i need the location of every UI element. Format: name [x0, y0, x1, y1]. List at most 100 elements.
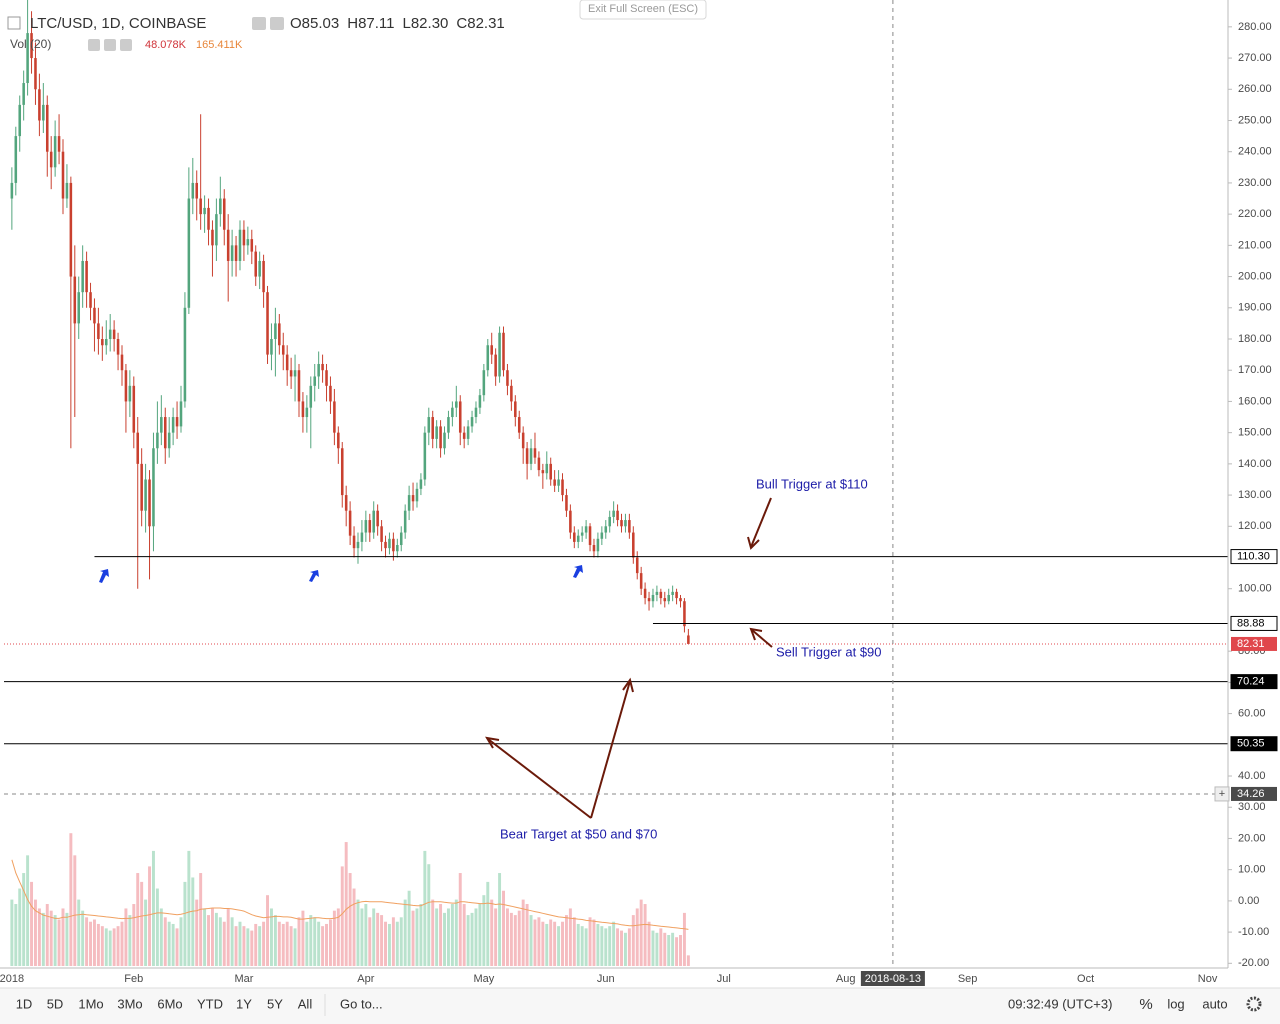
candle-body — [97, 323, 100, 340]
candle-body — [211, 229, 214, 246]
arrow — [751, 629, 773, 648]
range-button[interactable]: 1D — [16, 996, 33, 1011]
candle-body — [313, 376, 316, 386]
volume-bar — [348, 873, 352, 966]
candle-body — [108, 329, 112, 340]
range-button[interactable]: 1Mo — [78, 996, 103, 1011]
volume-bar — [620, 930, 623, 966]
volume-bar — [568, 908, 572, 966]
volume-bar — [494, 908, 498, 966]
candle-body — [510, 385, 513, 402]
volume-bar — [356, 899, 360, 966]
legend-button[interactable] — [252, 17, 266, 30]
candle-body — [368, 520, 372, 533]
candle-body — [344, 495, 348, 511]
volume-bar — [474, 908, 478, 966]
crosshair-date-box — [860, 971, 925, 986]
candle-body — [112, 329, 116, 340]
ohlc-key: H — [347, 15, 358, 32]
candle-body — [53, 136, 57, 168]
candle-body — [230, 245, 234, 261]
volume-bar — [41, 912, 45, 966]
range-button[interactable]: 6Mo — [157, 996, 182, 1011]
candle-body — [529, 448, 533, 464]
volume-bar — [631, 915, 635, 966]
range-button[interactable]: YTD — [197, 996, 223, 1011]
candle-body — [411, 495, 415, 502]
ohlc-value: 82.30 — [411, 15, 449, 32]
candle-body — [600, 532, 604, 539]
volume-bar — [545, 923, 549, 966]
blue-arrow — [573, 565, 583, 578]
x-tick-label: Feb — [124, 973, 143, 985]
crosshair-plus: + — [1219, 788, 1225, 800]
candle-body — [545, 463, 549, 474]
y-tick-label: 140.00 — [1238, 458, 1272, 470]
candle-body — [541, 470, 545, 474]
candle-body — [93, 307, 96, 324]
range-button[interactable]: 1Y — [236, 996, 252, 1011]
x-tick-label: Apr — [357, 973, 374, 985]
legend-button[interactable] — [88, 39, 100, 51]
volume-bar — [502, 890, 505, 966]
auto-toggle[interactable]: auto — [1202, 996, 1227, 1011]
candle-body — [18, 104, 22, 137]
volume-bar — [61, 908, 65, 966]
volume-bar — [246, 928, 250, 966]
range-button[interactable]: 5Y — [267, 996, 283, 1011]
candle-body — [26, 33, 29, 84]
volume-bar — [207, 915, 210, 966]
log-toggle[interactable]: log — [1167, 996, 1184, 1011]
candle-body — [293, 370, 297, 377]
volume-bar — [439, 904, 443, 966]
volume-bar — [332, 910, 336, 966]
legend-button[interactable] — [120, 39, 132, 51]
candle-body — [191, 182, 195, 199]
volume-bar — [600, 926, 604, 966]
goto-button[interactable]: Go to... — [340, 996, 383, 1011]
volume-bar — [96, 923, 100, 966]
blue-arrow — [309, 570, 319, 582]
volume-bar — [222, 921, 226, 966]
exit-fullscreen-label[interactable]: Exit Full Screen (ESC) — [588, 3, 698, 15]
y-tick-label: 200.00 — [1238, 270, 1272, 282]
volume-bar — [364, 904, 368, 966]
candle-body — [506, 370, 509, 386]
legend-button[interactable] — [104, 39, 116, 51]
range-button[interactable]: All — [298, 996, 313, 1011]
candle-body — [439, 426, 442, 449]
range-button[interactable]: 3Mo — [117, 996, 142, 1011]
volume-bar — [136, 873, 140, 966]
level-label: 88.88 — [1237, 617, 1265, 629]
range-button[interactable]: 5D — [47, 996, 64, 1011]
volume-bar — [218, 917, 222, 966]
candle-body — [234, 245, 238, 261]
legend-buttons — [88, 17, 284, 51]
volume-bar — [325, 923, 328, 966]
legend-button[interactable] — [270, 17, 284, 30]
crosshair-price-box — [1231, 786, 1277, 801]
volume-bar — [199, 873, 203, 966]
volume-bar — [466, 915, 470, 966]
candle-body — [266, 292, 269, 355]
level-label: 110.30 — [1237, 550, 1270, 562]
candle-body — [356, 541, 360, 549]
candle-body — [655, 591, 659, 595]
candle-body — [258, 260, 261, 277]
level-label-box — [1230, 615, 1278, 631]
volume-pane — [10, 833, 690, 966]
y-tick-label: 250.00 — [1238, 114, 1272, 126]
volume-bar — [616, 928, 620, 966]
exit-fullscreen-button[interactable] — [579, 0, 707, 20]
volume-bar — [57, 919, 61, 966]
volume-bar — [85, 917, 89, 966]
volume-bar — [250, 930, 254, 966]
annotation: Bull Trigger at $110 — [756, 476, 868, 491]
volume-value: 48.078K — [145, 39, 187, 51]
settings-button[interactable] — [1246, 996, 1262, 1012]
candle-body — [612, 510, 615, 517]
percent-toggle[interactable]: % — [1139, 996, 1152, 1013]
candle-body — [639, 573, 643, 589]
collapse-button[interactable] — [7, 16, 21, 30]
candle-body — [565, 495, 568, 511]
